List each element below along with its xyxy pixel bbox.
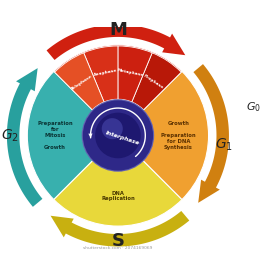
Wedge shape bbox=[132, 53, 181, 110]
Text: $G_1$: $G_1$ bbox=[216, 136, 233, 153]
Wedge shape bbox=[118, 46, 152, 102]
Text: $G_2$: $G_2$ bbox=[1, 127, 19, 144]
Text: Interphase: Interphase bbox=[105, 130, 140, 146]
Circle shape bbox=[83, 100, 153, 171]
Text: DNA
Replication: DNA Replication bbox=[101, 191, 135, 202]
Wedge shape bbox=[27, 71, 93, 200]
Text: Preparation
for
Mitosis

Growth: Preparation for Mitosis Growth bbox=[37, 121, 73, 150]
Circle shape bbox=[95, 113, 141, 158]
Circle shape bbox=[102, 118, 123, 139]
Wedge shape bbox=[55, 53, 104, 110]
Text: shutterstock.com · 2074169069: shutterstock.com · 2074169069 bbox=[83, 246, 153, 250]
Text: Metaphase: Metaphase bbox=[117, 68, 144, 77]
Text: Telophase: Telophase bbox=[71, 74, 94, 91]
Text: Prophase: Prophase bbox=[143, 74, 164, 90]
Polygon shape bbox=[47, 24, 185, 60]
Text: Anaphase: Anaphase bbox=[93, 68, 118, 77]
Wedge shape bbox=[143, 71, 209, 200]
Polygon shape bbox=[193, 64, 229, 203]
Polygon shape bbox=[51, 211, 189, 246]
Wedge shape bbox=[54, 45, 182, 111]
Text: $G_0$: $G_0$ bbox=[246, 100, 260, 114]
Text: Growth

Preparation
for DNA
Synthesis: Growth Preparation for DNA Synthesis bbox=[161, 121, 196, 150]
Text: M: M bbox=[109, 21, 127, 39]
Text: S: S bbox=[112, 232, 125, 250]
Polygon shape bbox=[7, 68, 42, 207]
Circle shape bbox=[82, 99, 154, 172]
Wedge shape bbox=[54, 160, 182, 226]
Wedge shape bbox=[84, 46, 118, 102]
